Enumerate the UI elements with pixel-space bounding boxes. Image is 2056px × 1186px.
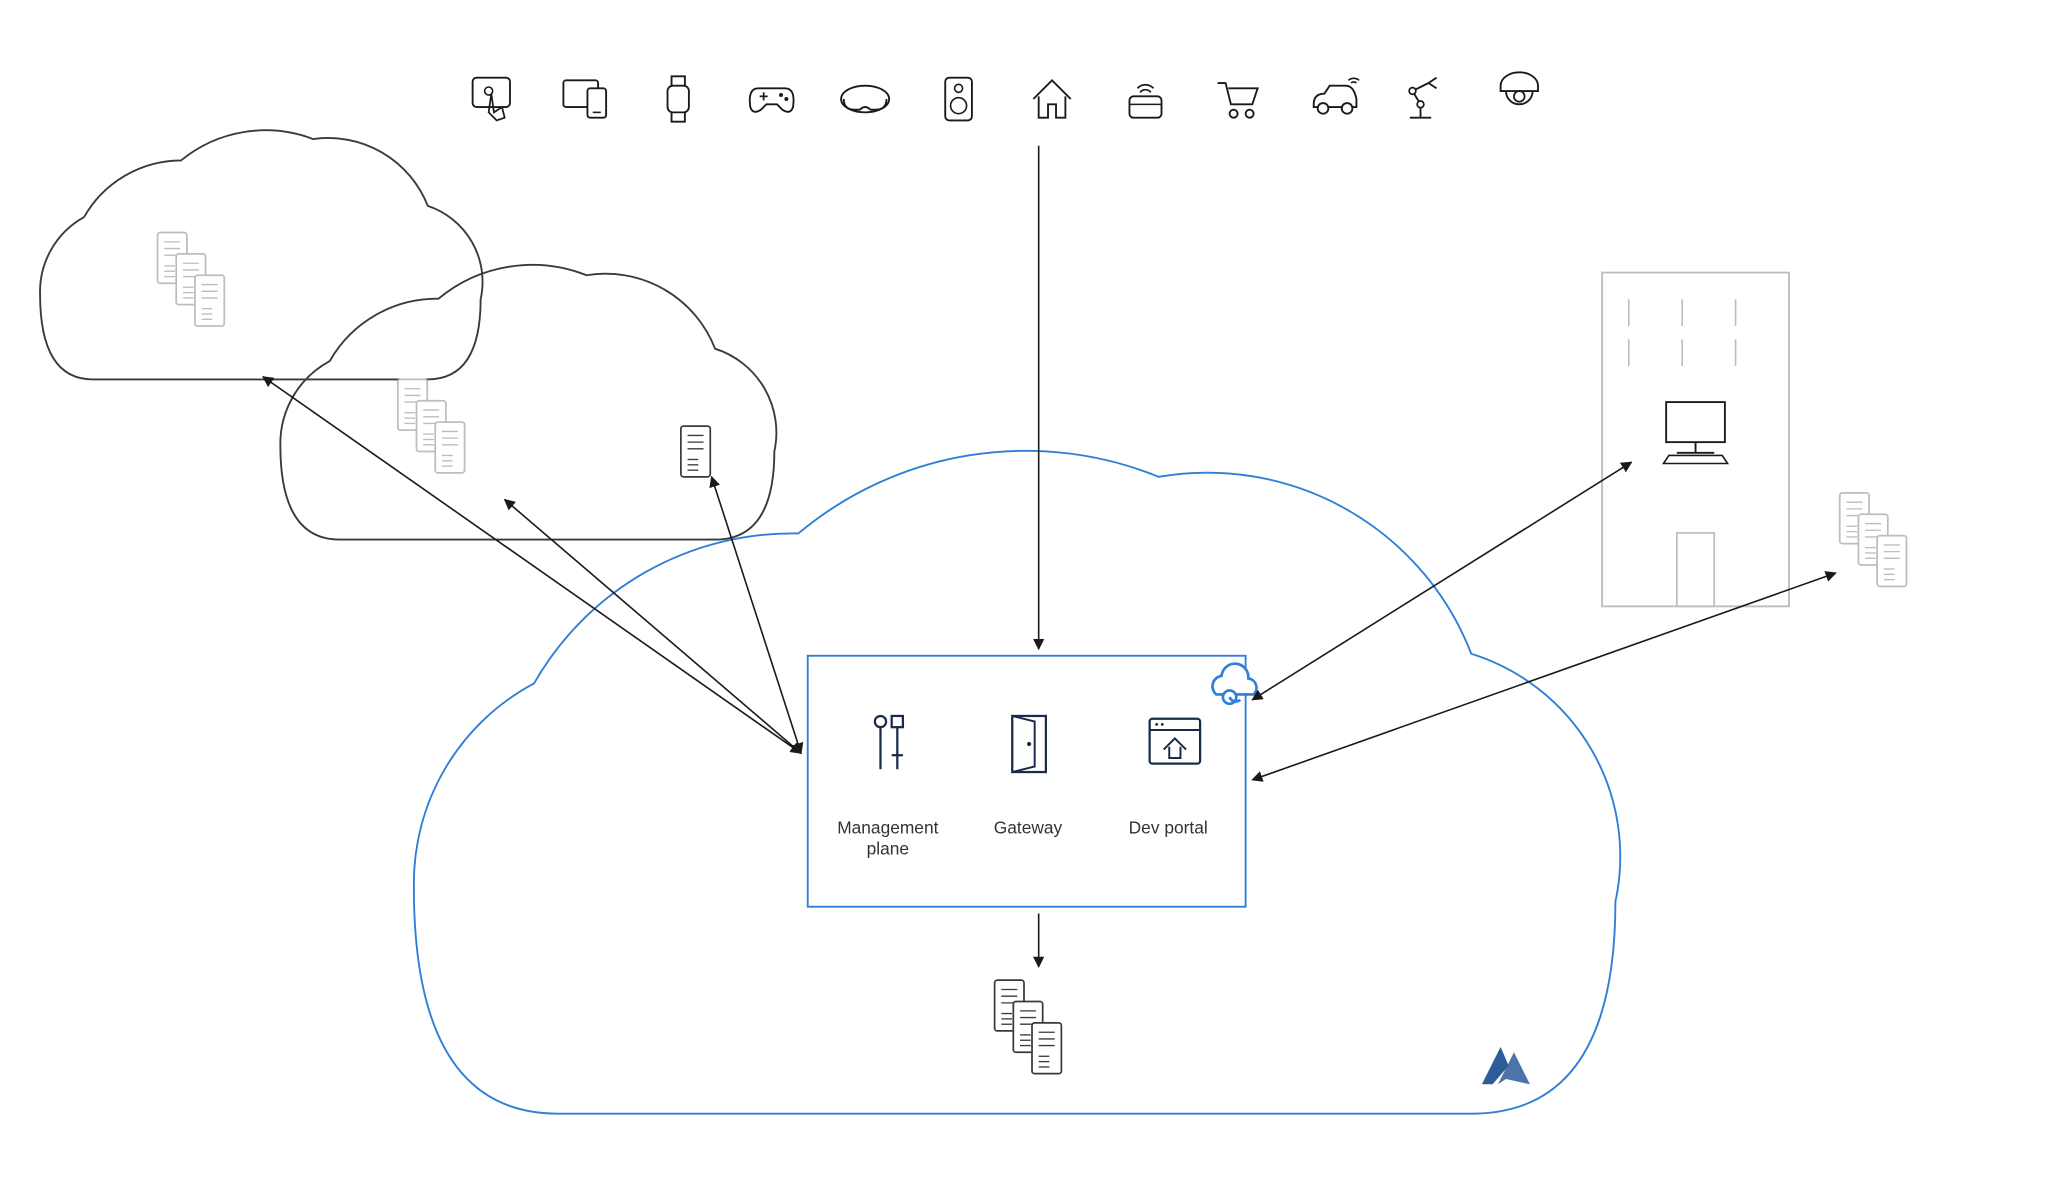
speaker-icon [945,78,972,121]
watch-icon [668,76,689,121]
server-icon [435,422,464,473]
connector-arrow [505,500,801,754]
connector-arrow [712,477,801,753]
touch-icon [473,78,510,121]
robot-arm-icon [1409,78,1436,118]
apim-mgmt-label2: plane [867,839,909,859]
server-stack-cloud1 [158,233,225,326]
server-icon [1877,536,1906,587]
camera-icon [1501,72,1538,104]
connector-arrow [263,377,801,753]
apim-box [808,656,1246,907]
server-icon [1032,1023,1061,1074]
cloud-external-2 [280,265,776,540]
server-stack-backend [995,980,1062,1073]
connector-arrow [1252,573,1835,780]
apim-devportal-label: Dev portal [1129,817,1208,837]
gamepad-icon [750,88,794,111]
vr-headset-icon [841,86,889,113]
server-icon [195,275,224,326]
server-stack-cloud2 [398,379,465,472]
apim-gateway-label: Gateway [994,817,1063,837]
azure-logo-icon [1482,1047,1530,1084]
server-icon [681,426,710,477]
card-reader-icon [1129,85,1161,118]
apim-mgmt-label: Management [837,817,938,837]
devices-icon [563,80,606,117]
building-icon [1602,273,1789,607]
server-stack-onprem [1840,493,1907,586]
connector-arrow [1252,462,1631,700]
car-icon [1314,78,1359,113]
cart-icon [1218,83,1258,118]
home-icon [1033,80,1070,117]
cloud-external-1 [40,130,483,379]
